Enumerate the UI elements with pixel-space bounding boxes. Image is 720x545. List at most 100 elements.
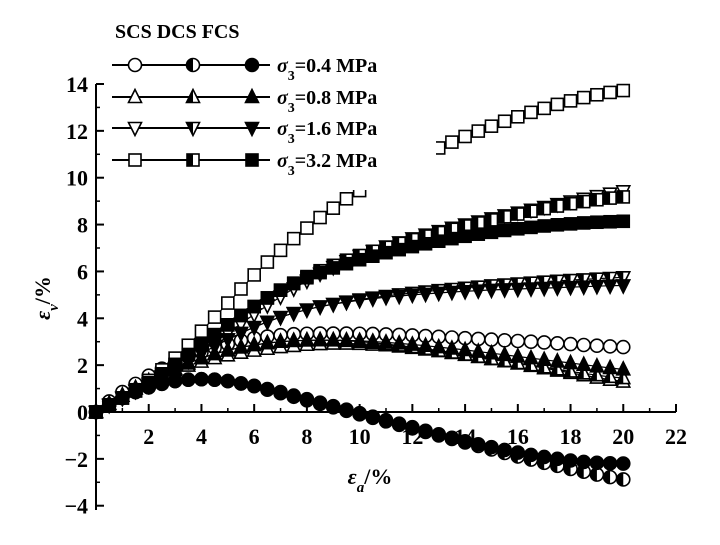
- data-point: [484, 225, 499, 240]
- data-point: [602, 456, 618, 471]
- y-tick-label: −2: [64, 447, 88, 472]
- data-point: [405, 239, 420, 254]
- data-point: [471, 227, 486, 241]
- data-point: [603, 191, 617, 205]
- data-point: [352, 252, 367, 267]
- data-point: [511, 221, 525, 236]
- data-point: [326, 261, 341, 275]
- x-tick-label: 6: [249, 424, 260, 449]
- data-point: [550, 336, 565, 351]
- data-point: [392, 242, 406, 257]
- data-point: [260, 381, 275, 397]
- data-point: [471, 216, 486, 230]
- x-tick-label: 2: [143, 424, 154, 449]
- data-point: [590, 192, 604, 207]
- data-point: [575, 355, 592, 371]
- data-point: [247, 268, 261, 282]
- data-point: [285, 331, 302, 348]
- data-point: [615, 456, 631, 471]
- y-axis-label: εv/%: [30, 276, 62, 320]
- data-point: [378, 412, 394, 428]
- legend-marker: [185, 87, 201, 104]
- data-point: [603, 214, 617, 229]
- data-point: [379, 245, 393, 260]
- data-point: [378, 290, 394, 307]
- data-point: [563, 453, 578, 468]
- y-tick-label: 8: [77, 213, 88, 238]
- series-0.4-filled: [88, 371, 631, 471]
- data-point: [338, 295, 355, 312]
- data-point: [180, 372, 196, 387]
- data-point: [365, 409, 381, 424]
- data-point: [234, 308, 248, 323]
- data-point: [602, 279, 618, 296]
- y-axis-label-unit: /%: [30, 276, 55, 305]
- data-point: [524, 204, 538, 219]
- data-point: [550, 97, 565, 112]
- data-point: [589, 357, 605, 373]
- data-point: [365, 332, 381, 348]
- data-point: [445, 135, 459, 149]
- data-point: [563, 94, 578, 108]
- data-point: [602, 469, 618, 485]
- data-point: [602, 339, 618, 354]
- data-point: [497, 210, 512, 224]
- x-tick-label: 12: [401, 424, 423, 449]
- legend-label-symbol: σ: [277, 150, 289, 172]
- data-point: [325, 297, 342, 314]
- y-axis-label-subscript: v: [46, 304, 62, 311]
- data-point: [549, 281, 566, 297]
- legend-marker: [244, 57, 260, 73]
- data-point: [194, 337, 209, 352]
- data-point: [523, 334, 539, 350]
- data-point: [430, 337, 447, 354]
- legend-marker: [186, 153, 200, 167]
- data-point: [246, 320, 262, 337]
- data-point: [471, 124, 486, 138]
- x-tick-label: 22: [665, 424, 687, 449]
- data-point: [246, 378, 262, 394]
- data-point: [523, 447, 539, 463]
- x-tick-label: 10: [349, 424, 371, 449]
- data-point: [549, 352, 566, 368]
- legend-label-symbol: σ: [277, 87, 289, 109]
- data-point: [537, 219, 551, 233]
- data-point: [313, 265, 327, 280]
- data-point: [273, 384, 288, 400]
- data-point: [589, 279, 605, 296]
- data-point: [312, 395, 328, 410]
- data-point: [616, 190, 631, 204]
- legend-row: σ3=0.4 MPa: [112, 55, 377, 84]
- data-point: [511, 207, 525, 221]
- legend-label-symbol: σ: [277, 55, 289, 77]
- legend-marker: [185, 57, 201, 73]
- data-point: [259, 315, 276, 332]
- data-point: [194, 371, 209, 387]
- legend-row: σ3=3.2 MPa: [112, 150, 377, 179]
- data-point: [536, 335, 552, 350]
- data-point: [285, 306, 302, 323]
- data-point: [418, 423, 433, 439]
- data-point: [325, 330, 342, 347]
- x-tick-label: 14: [454, 424, 476, 449]
- data-point: [351, 293, 368, 310]
- data-point: [563, 217, 578, 231]
- y-tick-label: 2: [77, 353, 88, 378]
- legend-label-value: =1.6 MPa: [295, 118, 378, 140]
- data-point: [537, 101, 551, 116]
- data-point: [457, 285, 473, 301]
- data-point: [299, 391, 315, 407]
- data-point: [339, 256, 354, 271]
- legend-label: σ3=0.4 MPa: [277, 55, 377, 84]
- data-point: [207, 327, 222, 342]
- data-point: [444, 430, 460, 446]
- legend-label-value: =0.4 MPa: [295, 55, 378, 77]
- y-tick-label: −4: [64, 494, 88, 519]
- legend-marker: [127, 87, 143, 104]
- data-point: [339, 192, 354, 206]
- legend-label-symbol: σ: [277, 118, 289, 140]
- data-point: [431, 426, 447, 442]
- data-point: [115, 391, 130, 405]
- legend-header: SCS DCS FCS: [115, 21, 239, 43]
